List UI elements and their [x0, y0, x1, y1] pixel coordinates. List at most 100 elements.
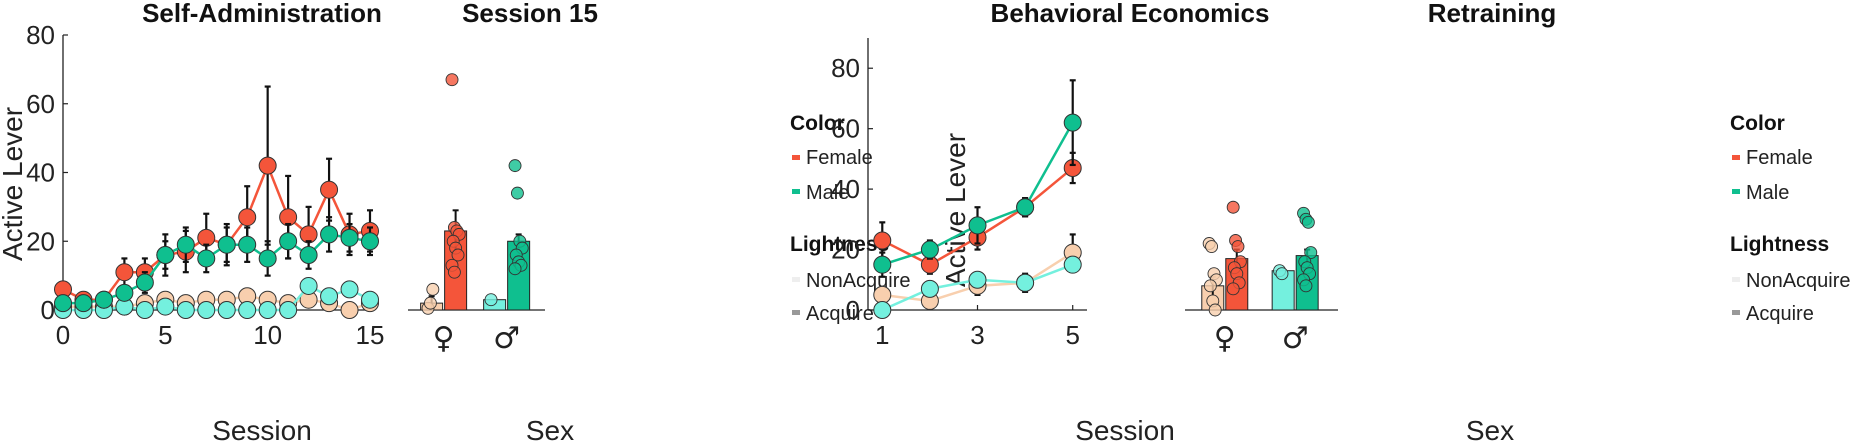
- data-point: [1063, 113, 1082, 132]
- legend-male-label: Male: [1746, 182, 1789, 204]
- y-tick-label: 0: [41, 295, 55, 325]
- title-behavioral-economics: Behavioral Economics: [991, 0, 1270, 28]
- y-tick-label: 20: [26, 226, 55, 256]
- xlabel-self-administration: Session: [212, 415, 312, 444]
- legend-nonacquire-label: NonAcquire: [1746, 270, 1851, 292]
- legend-female-swatch: [1732, 155, 1740, 160]
- x-tick-label-female: ♀: [1214, 321, 1236, 356]
- x-tick-label: 0: [56, 320, 70, 350]
- data-point: [361, 232, 379, 251]
- y-tick-label: 40: [26, 158, 55, 188]
- legend-lightness-header: Lightness: [790, 233, 889, 256]
- y-tick-label: 80: [831, 53, 860, 83]
- xlabel-behavioral-economics: Session: [1075, 415, 1175, 444]
- data-point: [968, 270, 987, 289]
- series-line: [63, 284, 371, 312]
- y-tick-label: 0: [846, 295, 860, 325]
- data-point: [279, 301, 298, 319]
- data-point: [258, 156, 277, 175]
- data-point: [920, 279, 939, 298]
- data-point: [176, 301, 195, 319]
- individual-point: [1208, 303, 1222, 317]
- data-point: [1016, 198, 1035, 217]
- x-tick-label: 3: [970, 320, 984, 350]
- data-point: [968, 216, 987, 235]
- individual-point: [447, 265, 461, 279]
- individual-point: [1226, 200, 1240, 214]
- x-tick-label-female: ♀: [433, 321, 455, 356]
- series-line: [63, 233, 371, 305]
- individual-point: [508, 159, 522, 173]
- individual-point: [1301, 215, 1315, 229]
- legend-acquire-label: Acquire: [806, 303, 874, 325]
- data-point: [115, 283, 134, 302]
- legend-nonacquire-swatch: [1732, 277, 1740, 282]
- x-tick-label: 5: [1065, 320, 1079, 350]
- data-point: [320, 225, 339, 244]
- individual-point: [426, 282, 440, 296]
- data-point: [217, 235, 236, 254]
- bar-group-female_acq: [1225, 200, 1249, 311]
- data-point: [320, 287, 339, 306]
- data-point: [340, 301, 359, 319]
- data-point: [361, 290, 379, 309]
- individual-point: [1299, 279, 1313, 293]
- data-point: [258, 249, 277, 268]
- series-male-acquire: [873, 79, 1082, 278]
- y-tick-label: 80: [26, 20, 55, 50]
- data-point: [54, 294, 72, 313]
- x-tick-label-male: ♂: [1282, 321, 1309, 356]
- legend-nonacquire-label: NonAcquire: [806, 270, 911, 292]
- y-tick-label: 60: [26, 89, 55, 119]
- y-tick-label: 40: [831, 174, 860, 204]
- data-point: [873, 285, 892, 304]
- series-line: [62, 162, 371, 301]
- legend-female-label: Female: [1746, 147, 1813, 169]
- legend-male-swatch: [1732, 189, 1740, 194]
- individual-point: [510, 186, 524, 200]
- ylabel-behavioral-economics: Active Lever: [940, 133, 971, 287]
- legend-female-label: Female: [806, 147, 873, 169]
- data-point: [320, 180, 339, 199]
- data-point: [197, 249, 216, 268]
- data-point: [238, 301, 257, 319]
- legend-color-header: Color: [790, 112, 845, 135]
- ylabel-self-administration: Active Lever: [0, 107, 28, 261]
- data-point: [873, 301, 892, 319]
- bar-group-female_acq: [444, 73, 468, 311]
- individual-point: [1275, 267, 1289, 281]
- data-point: [197, 301, 216, 319]
- bar-group-male_acq: [507, 159, 531, 311]
- title-self-administration: Self-Administration: [142, 0, 382, 28]
- individual-point: [1304, 246, 1318, 260]
- series-male-acquire: [54, 216, 379, 313]
- legend-acquire-swatch: [1732, 310, 1740, 315]
- data-point: [1063, 255, 1082, 274]
- individual-point: [484, 293, 498, 307]
- data-point: [238, 235, 257, 254]
- data-point: [920, 240, 939, 259]
- x-tick-label: 1: [875, 320, 889, 350]
- x-tick-label: 5: [158, 320, 172, 350]
- individual-point: [451, 248, 465, 262]
- individual-point: [1205, 240, 1219, 253]
- individual-point: [1231, 240, 1245, 253]
- data-point: [156, 246, 175, 264]
- bar-group-male_non: [483, 293, 507, 311]
- data-point: [299, 276, 318, 295]
- data-point: [156, 297, 175, 316]
- x-tick-label: 15: [356, 320, 385, 350]
- bar-group-female_non: [1201, 237, 1225, 317]
- series-male-nonacquire: [873, 255, 1082, 319]
- x-tick-label: 10: [253, 320, 282, 350]
- data-point: [873, 255, 892, 274]
- data-point: [1016, 273, 1035, 292]
- xlabel-session-15: Sex: [526, 415, 574, 444]
- series-line: [63, 294, 371, 312]
- data-point: [279, 232, 298, 251]
- legend-acquire-label: Acquire: [1746, 303, 1814, 325]
- bar-group-male_non: [1271, 264, 1295, 311]
- bar-group-male_acq: [1295, 206, 1319, 311]
- legend-right: Color Female Male Lightness NonAcquire A…: [1730, 112, 1851, 325]
